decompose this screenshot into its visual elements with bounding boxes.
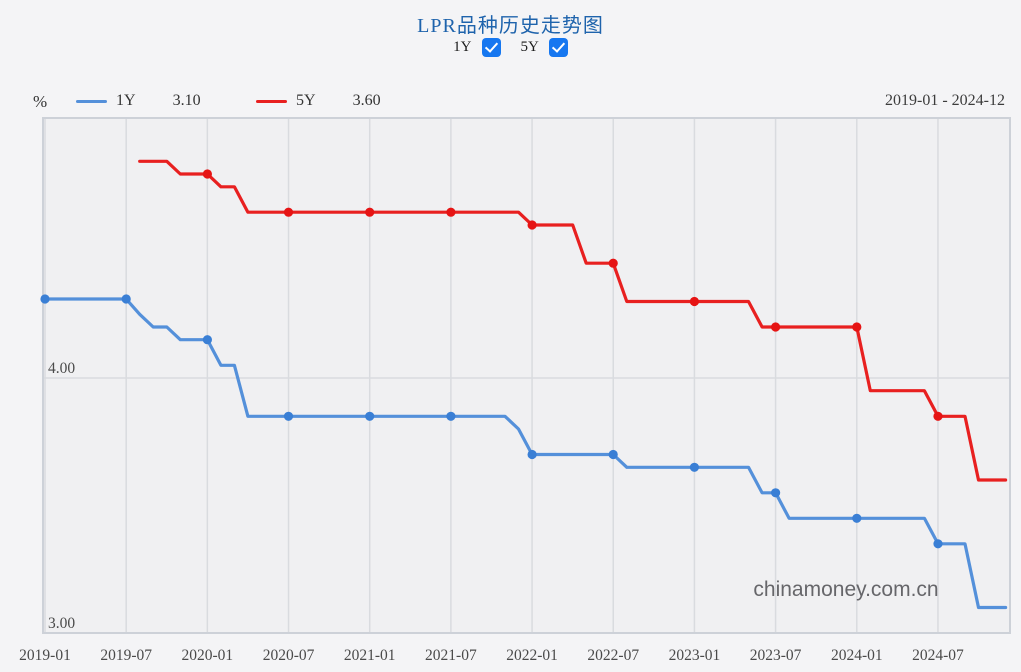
toggle-label-1y: 1Y [453, 39, 472, 55]
checkbox-5y[interactable] [548, 38, 568, 57]
x-tick-label: 2019-07 [100, 647, 152, 664]
x-tick-label: 2024-07 [912, 647, 964, 664]
legend-latest-value-1y: 3.10 [172, 92, 201, 109]
series-marker-5y [689, 296, 700, 307]
series-marker-1y [933, 539, 943, 549]
legend-label-5y: 5Y [296, 92, 316, 109]
toggle-label-5y: 5Y [520, 39, 539, 55]
series-marker-1y [771, 488, 781, 498]
series-marker-1y [852, 513, 862, 523]
x-tick-label: 2020-01 [182, 647, 234, 664]
series-marker-5y [283, 207, 294, 217]
series-marker-5y [365, 207, 375, 217]
plot-area [43, 118, 1010, 633]
legend: % 1Y 3.10 5Y 3.60 2019-01 - 2024-12 [0, 92, 1021, 114]
series-marker-5y [527, 220, 537, 230]
legend-label-1y: 1Y [116, 92, 136, 109]
series-marker-1y [40, 294, 50, 304]
toggle-group-1y: 1Y [453, 38, 501, 57]
series-marker-5y [852, 322, 862, 332]
legend-item-5y[interactable]: 5Y 3.60 [256, 92, 381, 110]
plot-border [42, 117, 1011, 634]
series-marker-1y [121, 294, 131, 304]
series-marker-1y [202, 335, 212, 345]
series-marker-5y [771, 322, 781, 332]
x-tick-label: 2022-01 [506, 647, 558, 664]
legend-latest-value-5y: 3.60 [352, 92, 381, 109]
legend-item-1y[interactable]: 1Y 3.10 [76, 92, 201, 110]
series-marker-5y [446, 207, 456, 217]
legend-line-swatch-5y [256, 100, 287, 103]
x-tick-label: 2023-01 [669, 647, 721, 664]
legend-line-swatch-1y [76, 100, 107, 103]
series-marker-1y [365, 411, 375, 421]
x-tick-label: 2020-07 [263, 647, 315, 664]
x-tick-label: 2023-07 [750, 647, 802, 664]
date-range-label: 2019-01 - 2024-12 [885, 92, 1005, 109]
series-marker-5y [202, 169, 212, 179]
toggle-group-5y: 5Y [521, 38, 568, 57]
series-marker-5y [608, 258, 618, 268]
series-marker-1y [446, 411, 456, 421]
y-axis-unit-label: % [33, 92, 48, 111]
y-tick-label: 4.00 [48, 360, 75, 377]
checkbox-1y[interactable] [481, 38, 501, 57]
watermark: chinamoney.com.cn [753, 578, 938, 601]
series-marker-5y [933, 411, 943, 421]
y-tick-label: 3.00 [48, 615, 75, 632]
x-tick-label: 2021-07 [425, 647, 477, 664]
series-marker-1y [283, 411, 294, 421]
page-title: LPR品种历史走势图 [417, 15, 604, 37]
x-tick-label: 2024-01 [831, 647, 883, 664]
series-marker-1y [689, 462, 700, 472]
x-tick-label: 2019-01 [19, 647, 71, 664]
x-tick-label: 2022-07 [587, 647, 639, 664]
x-tick-label: 2021-01 [344, 647, 396, 664]
series-toggle-row: 1Y 5Y [0, 38, 1021, 57]
series-marker-1y [527, 449, 537, 460]
series-marker-1y [608, 449, 618, 460]
